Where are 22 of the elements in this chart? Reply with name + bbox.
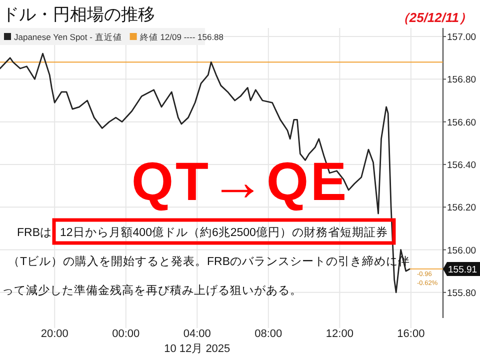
x-tick-label: 04:00 10 12月 2025 [164, 328, 230, 355]
annotation: って減少した準備金残高を再び積み上げる狙いがある。 [2, 283, 302, 297]
legend-label: Japanese Yen Spot - 直近値 [14, 32, 122, 42]
y-tick-label: 157.00 [447, 32, 476, 44]
annotation: 12日から月額400億ドル（約6兆2500億円）の財務省短期証券 [60, 225, 388, 239]
x-tick-label: 00:00 [112, 328, 140, 340]
annotation: QT→QE [131, 152, 349, 212]
x-tick-label: 20:00 [40, 328, 68, 340]
x-tick-label: 12:00 [326, 328, 354, 340]
chart-title: ドル・円相場の推移 [2, 5, 155, 24]
y-tick-label: 156.80 [447, 74, 476, 86]
text: （25/12/11） [396, 10, 472, 25]
y-tick-label: 156.40 [447, 160, 476, 171]
y-tick-label: 156.20 [447, 202, 476, 214]
x-tick-label: 16:00 [397, 328, 425, 340]
x-tick-label: 08:00 [254, 328, 282, 340]
y-tick-label: 155.80 [447, 288, 476, 299]
data-label: 155.91 [448, 264, 478, 276]
annotation: FRBは [17, 227, 52, 239]
legend-label: 終値 12/09 ---- 156.88 [138, 32, 224, 42]
y-tick-label: 156.00 [447, 245, 476, 256]
y-tick-label: 156.60 [447, 117, 476, 128]
